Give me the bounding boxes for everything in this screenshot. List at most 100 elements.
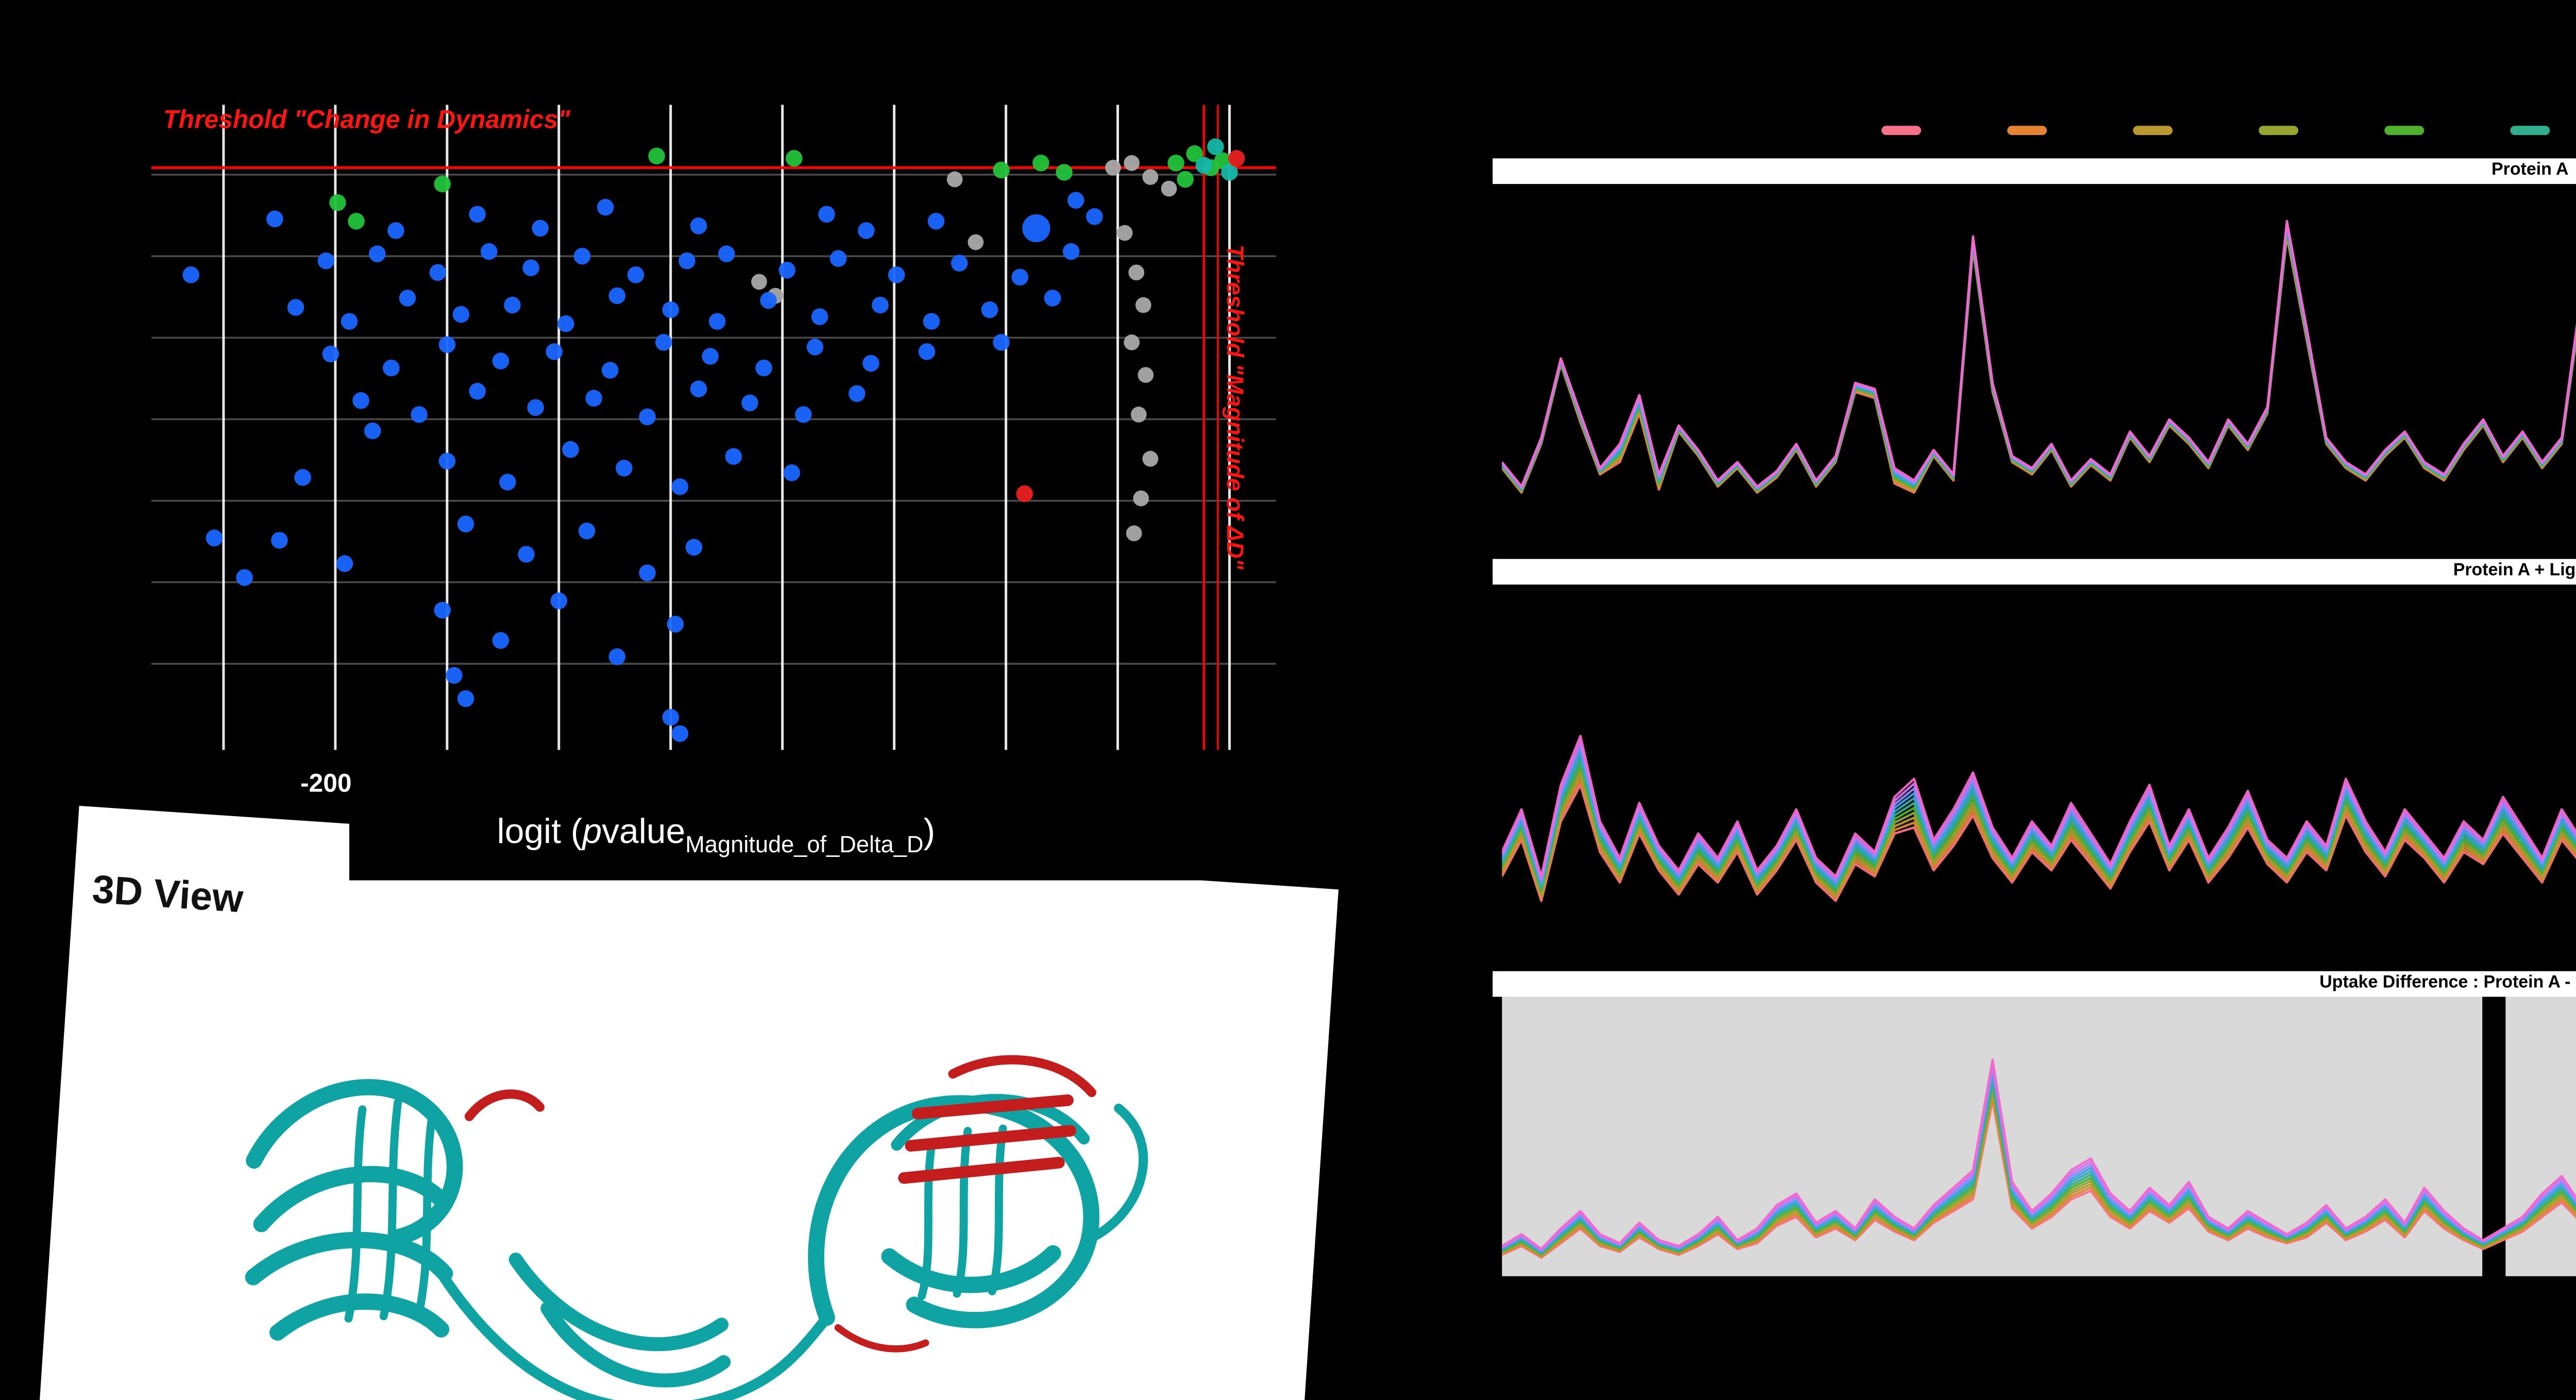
scatter-point-gray[interactable] <box>1116 225 1133 241</box>
uptake-difference-chart[interactable] <box>1502 997 2576 1276</box>
scatter-point-blue[interactable] <box>1062 243 1080 260</box>
scatter-point-blue[interactable] <box>182 266 199 283</box>
scatter-point-blue[interactable] <box>662 709 679 726</box>
scatter-point-blue[interactable] <box>718 245 735 262</box>
scatter-point-gray[interactable] <box>1105 160 1121 176</box>
protein-3d-view-panel[interactable]: 3D View <box>37 805 1339 1400</box>
scatter-point-blue[interactable] <box>627 266 645 283</box>
scatter-point-teal[interactable] <box>1221 164 1238 181</box>
scatter-point-gray[interactable] <box>1124 155 1140 171</box>
scatter-point-blue[interactable] <box>527 399 544 416</box>
legend-timepoint-swatch-2[interactable] <box>2007 126 2047 134</box>
legend-timepoint-swatch-4[interactable] <box>2259 126 2299 134</box>
scatter-point-blue[interactable] <box>818 206 835 223</box>
scatter-point-blue[interactable] <box>829 250 847 267</box>
scatter-point-blue[interactable] <box>522 259 539 277</box>
scatter-point-blue[interactable] <box>862 355 879 372</box>
scatter-point-blue[interactable] <box>755 359 772 377</box>
scatter-point-blue[interactable] <box>671 478 689 495</box>
scatter-point-blue[interactable] <box>532 220 549 237</box>
scatter-point-blue[interactable] <box>585 390 602 407</box>
scatter-point-blue[interactable] <box>662 301 679 318</box>
scatter-point-blue[interactable] <box>981 301 998 318</box>
scatter-point-blue[interactable] <box>562 441 579 458</box>
scatter-point-green[interactable] <box>1056 164 1073 181</box>
scatter-point-blue_large[interactable] <box>1022 214 1050 243</box>
scatter-point-blue[interactable] <box>923 313 940 330</box>
scatter-point-blue[interactable] <box>608 648 626 665</box>
scatter-point-blue[interactable] <box>1086 208 1103 225</box>
scatter-point-blue[interactable] <box>294 469 311 486</box>
scatter-point-blue[interactable] <box>504 296 521 314</box>
scatter-point-gray[interactable] <box>751 274 767 290</box>
scatter-point-teal[interactable] <box>1207 138 1224 156</box>
scatter-point-blue[interactable] <box>457 690 474 707</box>
scatter-point-blue[interactable] <box>849 385 866 402</box>
scatter-point-blue[interactable] <box>655 334 672 351</box>
scatter-point-green[interactable] <box>648 147 665 165</box>
scatter-point-blue[interactable] <box>469 383 486 400</box>
scatter-point-blue[interactable] <box>927 213 945 230</box>
scatter-point-blue[interactable] <box>872 296 889 314</box>
scatter-point-blue[interactable] <box>550 592 568 610</box>
scatter-point-blue[interactable] <box>1044 290 1061 307</box>
scatter-point-gray[interactable] <box>1128 264 1145 281</box>
scatter-point-blue[interactable] <box>546 343 563 360</box>
volcano-scatter-canvas[interactable] <box>128 89 1304 764</box>
scatter-point-blue[interactable] <box>639 408 656 426</box>
scatter-point-blue[interactable] <box>1011 268 1028 286</box>
scatter-point-blue[interactable] <box>557 315 574 332</box>
scatter-point-blue[interactable] <box>518 546 535 563</box>
scatter-point-blue[interactable] <box>322 345 340 363</box>
scatter-point-blue[interactable] <box>702 348 719 365</box>
scatter-point-green[interactable] <box>1177 171 1194 188</box>
scatter-point-blue[interactable] <box>951 255 968 272</box>
scatter-point-gray[interactable] <box>1135 297 1151 313</box>
scatter-point-blue[interactable] <box>811 308 828 325</box>
scatter-point-blue[interactable] <box>336 555 353 572</box>
scatter-point-blue[interactable] <box>492 352 510 369</box>
scatter-point-blue[interactable] <box>364 422 381 440</box>
scatter-point-blue[interactable] <box>858 222 875 239</box>
scatter-point-gray[interactable] <box>1138 367 1154 383</box>
scatter-point-blue[interactable] <box>993 334 1010 351</box>
scatter-point-red[interactable] <box>1228 150 1245 167</box>
scatter-point-blue[interactable] <box>271 532 288 549</box>
scatter-point-blue[interactable] <box>383 359 400 377</box>
volcano-plot[interactable]: Threshold "Change in Dynamics" Threshold… <box>128 88 1304 881</box>
legend-timepoint-swatch-1[interactable] <box>1881 126 1921 134</box>
scatter-point-blue[interactable] <box>492 632 510 649</box>
scatter-point-blue[interactable] <box>399 290 416 307</box>
scatter-point-gray[interactable] <box>1142 169 1159 185</box>
protein-ribbon[interactable] <box>108 931 1256 1400</box>
scatter-point-blue[interactable] <box>725 448 742 465</box>
uptake-chart-protein-a-ligand[interactable] <box>1502 587 2576 950</box>
uptake-chart-protein-a[interactable] <box>1502 191 2576 554</box>
scatter-point-blue[interactable] <box>317 252 335 269</box>
scatter-point-blue[interactable] <box>457 515 474 533</box>
scatter-point-blue[interactable] <box>434 601 451 619</box>
scatter-point-blue[interactable] <box>597 198 614 216</box>
scatter-point-blue[interactable] <box>387 222 404 239</box>
scatter-point-blue[interactable] <box>287 299 304 316</box>
scatter-point-blue[interactable] <box>708 313 726 330</box>
scatter-point-blue[interactable] <box>806 339 824 356</box>
scatter-point-blue[interactable] <box>446 667 463 684</box>
scatter-point-green[interactable] <box>329 194 346 211</box>
scatter-point-blue[interactable] <box>741 394 758 412</box>
scatter-point-blue[interactable] <box>573 247 591 265</box>
scatter-point-blue[interactable] <box>480 243 498 260</box>
scatter-point-gray[interactable] <box>1124 334 1140 350</box>
scatter-point-green[interactable] <box>993 161 1010 179</box>
scatter-point-blue[interactable] <box>608 287 626 305</box>
scatter-point-green[interactable] <box>434 175 451 193</box>
scatter-point-blue[interactable] <box>760 292 777 309</box>
scatter-point-blue[interactable] <box>429 264 446 281</box>
scatter-point-green[interactable] <box>1032 155 1049 172</box>
scatter-point-blue[interactable] <box>469 206 486 223</box>
scatter-point-blue[interactable] <box>690 217 707 234</box>
scatter-point-green[interactable] <box>348 213 365 230</box>
scatter-point-blue[interactable] <box>1067 192 1084 209</box>
scatter-point-blue[interactable] <box>438 452 456 470</box>
scatter-point-blue[interactable] <box>671 725 689 743</box>
